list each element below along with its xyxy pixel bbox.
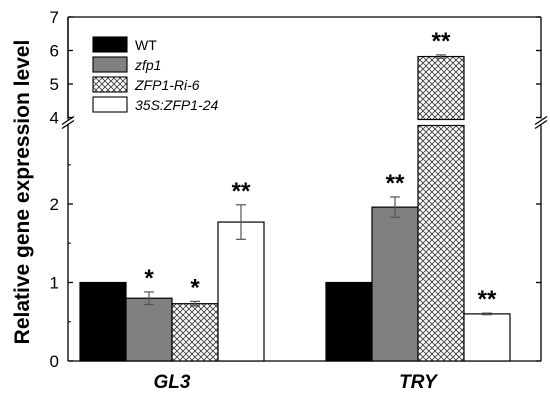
significance-label: * <box>190 274 200 301</box>
axis-break-mark <box>534 115 548 126</box>
bar <box>417 124 465 362</box>
y-tick-label: 2 <box>50 195 59 214</box>
legend-swatch <box>92 96 128 113</box>
significance-label: ** <box>386 170 405 197</box>
legend-label: zfp1 <box>134 57 161 73</box>
significance-label: ** <box>478 286 497 313</box>
bar <box>371 206 419 362</box>
significance-label: ** <box>232 178 251 205</box>
bar-upper <box>417 55 465 121</box>
y-axis-label: Relative gene expression level <box>11 40 34 345</box>
axis-break-gap <box>62 119 74 125</box>
bar <box>325 281 373 362</box>
bar <box>171 303 219 362</box>
bar <box>463 313 511 362</box>
y-tick-label: 7 <box>50 8 59 27</box>
legend-label: WT <box>135 37 157 53</box>
y-tick-label: 0 <box>50 352 59 371</box>
bar <box>125 297 173 362</box>
legend-swatch <box>92 56 128 73</box>
significance-label: * <box>144 265 154 292</box>
x-tick-label: GL3 <box>154 372 191 393</box>
bar <box>217 221 265 362</box>
x-tick-label: TRY <box>399 372 439 393</box>
y-tick-label: 1 <box>50 274 59 293</box>
axis-break-mark <box>534 119 548 130</box>
legend-label: ZFP1-Ri-6 <box>134 77 200 93</box>
axis-break-mark <box>61 119 75 130</box>
y-tick-label: 4 <box>50 109 59 128</box>
axis-break-gap <box>535 119 547 125</box>
bar <box>79 281 127 362</box>
legend-label: 35S:ZFP1-24 <box>135 97 218 113</box>
y-tick-label: 6 <box>50 42 59 61</box>
legend-swatch <box>92 76 128 93</box>
significance-label: ** <box>432 28 451 55</box>
legend-swatch <box>92 36 128 53</box>
y-tick-label: 5 <box>50 75 59 94</box>
